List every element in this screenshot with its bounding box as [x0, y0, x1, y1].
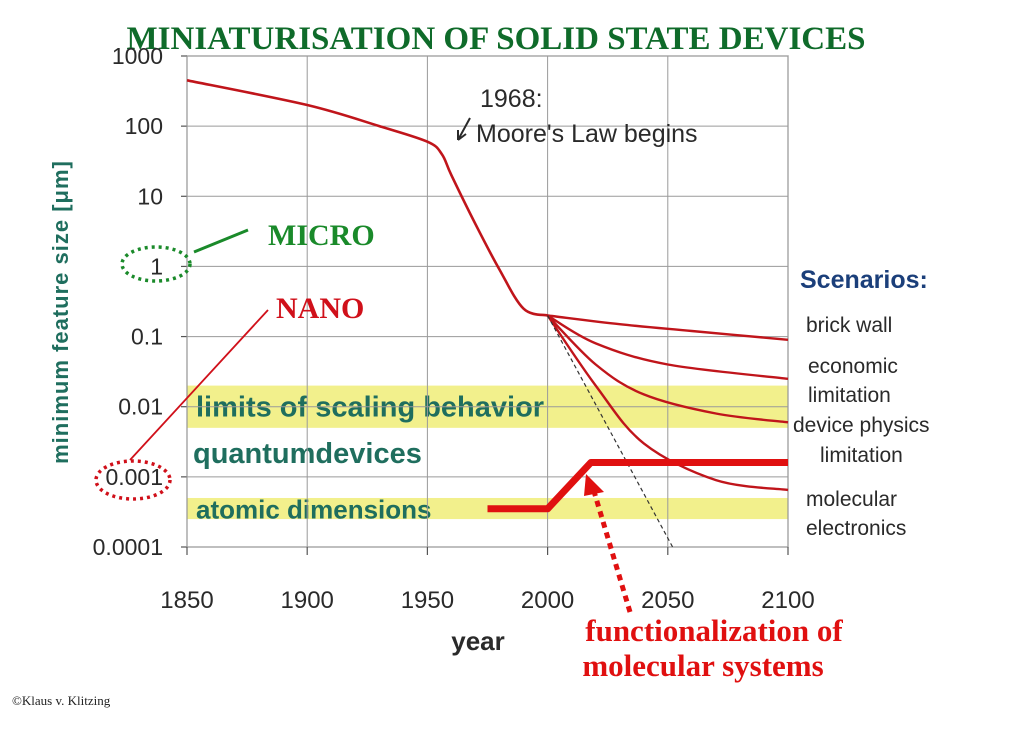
moores-law-arrow [457, 117, 471, 141]
functionalization-line [487, 459, 788, 513]
page-title: MINIATURISATION OF SOLID STATE DEVICES [127, 21, 866, 57]
micro-pointer-line [193, 228, 249, 254]
scenario-line-3 [546, 314, 789, 492]
band-label-2: atomic dimensions [196, 495, 432, 525]
y-tick-label: 0.0001 [93, 534, 163, 560]
nano-marker-ellipse [94, 459, 172, 501]
functionalization-label-line2: molecular systems [582, 648, 823, 683]
curves-layer [186, 79, 789, 548]
x-tick-label: 1900 [281, 587, 334, 614]
x-tick-label: 2000 [521, 587, 574, 614]
moores-law-year: 1968: [480, 85, 543, 113]
functionalization-label-line1: functionalization of [585, 613, 843, 648]
scenario-line-2 [546, 314, 789, 424]
y-tick-label: 10 [137, 183, 163, 209]
trend-line [186, 79, 548, 317]
scenario-label-economic-limitation: economic limitation [808, 355, 898, 407]
scenario-line-1 [546, 314, 789, 380]
scenario-label-brick-wall: brick wall [806, 314, 892, 337]
band-label-0: limits of scaling behavior [196, 392, 544, 424]
x-tick-label: 2100 [761, 587, 814, 614]
moores-law-label: Moore's Law begins [476, 120, 698, 148]
x-tick-label: 2050 [641, 587, 694, 614]
y-tick-label: 100 [125, 113, 163, 139]
x-axis-label: year [451, 626, 505, 656]
copyright-text: ©Klaus v. Klitzing [12, 693, 111, 708]
micro-marker-ellipse [120, 245, 192, 283]
tick-labels: 1000 100 10 1 0.1 0.01 0.001 0.0001 1850 1900 1950… [93, 43, 815, 614]
y-axis-label: minimum feature size [μm] [48, 160, 73, 464]
x-tick-label: 1850 [160, 587, 213, 614]
scenario-label-molecular-electronics: molecular electronics [806, 488, 906, 540]
nano-label: NANO [276, 292, 364, 325]
y-tick-label: 0.01 [118, 394, 163, 420]
scenarios-title: Scenarios: [800, 266, 928, 294]
nano-pointer-line [129, 309, 269, 461]
y-tick-label: 1000 [112, 43, 163, 69]
grid-layer [181, 55, 789, 555]
x-tick-label: 1950 [401, 587, 454, 614]
bands-layer: limits of scaling behaviorquantumdevices… [187, 385, 788, 525]
scenario-label-device-physics-limitation: device physics limitation [793, 414, 930, 467]
y-tick-label: 0.001 [105, 464, 163, 490]
y-tick-label: 0.1 [131, 324, 163, 350]
extrapolation-line [547, 315, 674, 548]
functionalization-arrow-head [584, 474, 604, 496]
micro-label: MICRO [268, 219, 375, 252]
y-tick-label: 1 [150, 253, 163, 279]
scenario-line-0 [547, 314, 789, 341]
